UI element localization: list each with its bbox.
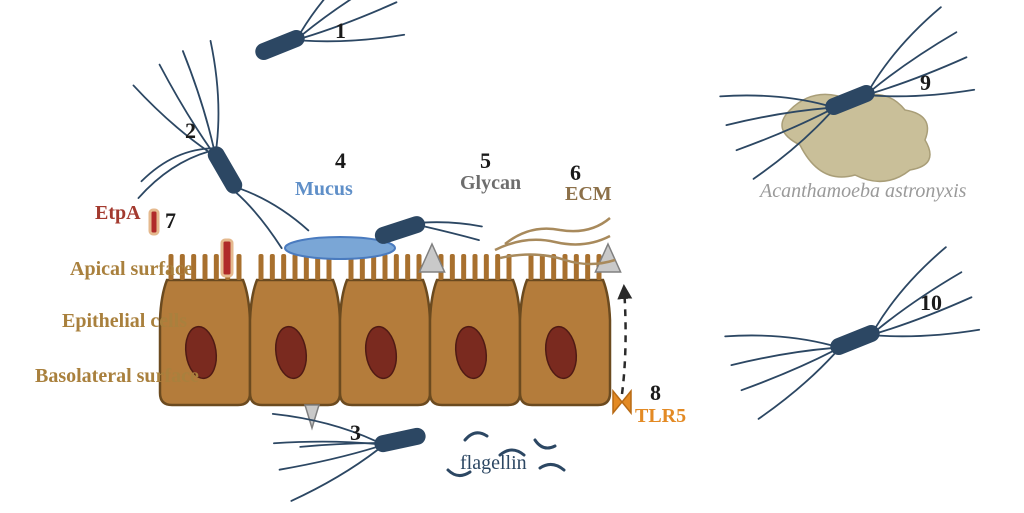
label-glycan: Glycan bbox=[460, 172, 521, 195]
label-n5: 5 bbox=[480, 148, 491, 174]
label-etpA: EtpA bbox=[95, 202, 141, 225]
label-n10: 10 bbox=[920, 290, 942, 316]
label-basolateral: Basolateral surface bbox=[35, 365, 199, 388]
label-ecm: ECM bbox=[565, 183, 612, 206]
label-n7: 7 bbox=[165, 208, 176, 234]
label-n2: 2 bbox=[185, 118, 196, 144]
label-n4: 4 bbox=[335, 148, 346, 174]
label-n8: 8 bbox=[650, 380, 661, 406]
label-n1: 1 bbox=[335, 18, 346, 44]
label-amoeba: Acanthamoeba astronyxis bbox=[760, 180, 966, 203]
label-tlr5: TLR5 bbox=[635, 405, 686, 428]
label-epithelial: Epithelial cells bbox=[62, 310, 187, 333]
label-flagellin: flagellin bbox=[460, 452, 527, 475]
label-n9: 9 bbox=[920, 70, 931, 96]
diagram-svg bbox=[0, 0, 1024, 513]
label-mucus: Mucus bbox=[295, 178, 353, 201]
label-n3: 3 bbox=[350, 420, 361, 446]
label-apical: Apical surface bbox=[70, 258, 193, 281]
